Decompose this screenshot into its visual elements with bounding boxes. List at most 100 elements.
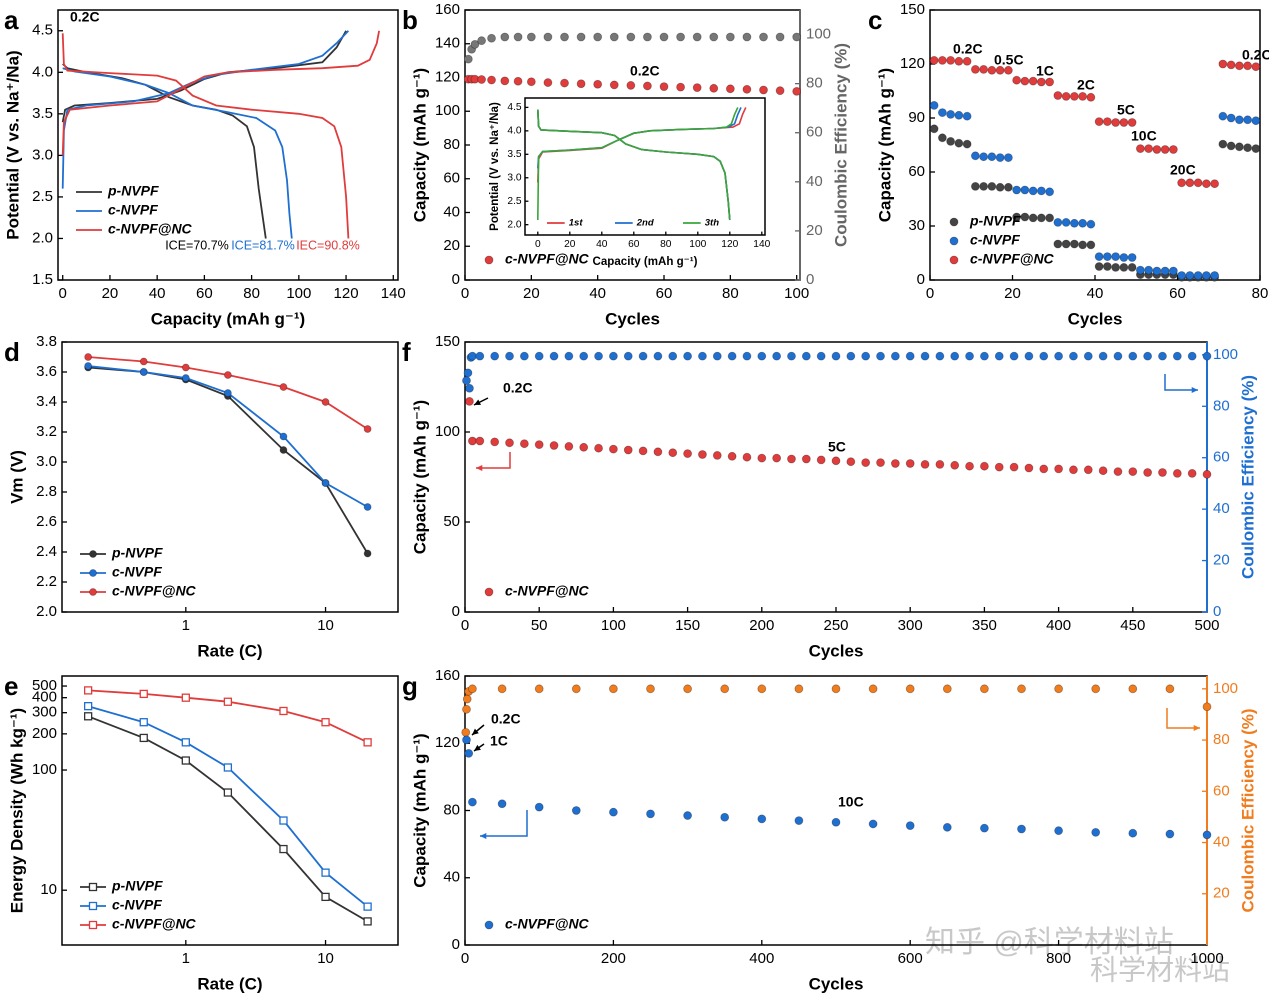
marker (1036, 213, 1046, 223)
marker (1158, 351, 1167, 361)
marker (816, 455, 826, 465)
marker (980, 351, 989, 361)
arrow-head (472, 728, 479, 735)
marker (1243, 115, 1253, 125)
marker (463, 368, 473, 378)
y-tick-label: 3.0 (32, 146, 53, 163)
arrow (476, 452, 511, 469)
y-tick-label: 3.2 (36, 423, 57, 440)
marker (549, 351, 559, 361)
marker (549, 441, 559, 450)
legend-label: c-NVPF@NC (970, 251, 1055, 267)
y2-tick-label: 40 (1213, 500, 1230, 517)
marker (1012, 75, 1022, 85)
marker (139, 689, 148, 699)
marker (1187, 468, 1197, 478)
marker (1017, 824, 1026, 834)
marker (1193, 178, 1203, 188)
marker (698, 351, 707, 361)
annotation: ICE=70.7% (165, 238, 229, 252)
x-tick-label: 140 (381, 285, 406, 302)
marker (223, 788, 233, 797)
marker (1069, 218, 1079, 228)
marker (816, 351, 826, 361)
marker (831, 817, 841, 827)
y2-tick-label: 20 (1213, 552, 1230, 569)
x-axis-label: Cycles (809, 974, 864, 993)
marker (876, 458, 885, 468)
y2-axis-label: Coulombic Efficiency (%) (831, 43, 850, 247)
x-tick-label: 20 (1004, 285, 1021, 302)
marker (1024, 351, 1034, 361)
marker (980, 461, 989, 471)
y-tick-label: 100 (435, 423, 460, 440)
marker (1144, 265, 1154, 275)
y2-tick-label: 60 (806, 124, 823, 141)
marker (279, 706, 288, 716)
marker (1113, 351, 1123, 361)
x-axis-label: Cycles (605, 309, 660, 328)
marker (1128, 828, 1138, 838)
panel-letter: f (402, 337, 411, 367)
marker (757, 814, 767, 824)
marker (1128, 467, 1138, 477)
x-tick-label: 100 (784, 285, 809, 302)
marker (1201, 271, 1211, 280)
marker (1053, 239, 1063, 249)
marker (463, 54, 473, 64)
legend-marker (89, 588, 97, 596)
marker (772, 453, 782, 463)
marker (950, 351, 960, 361)
x-tick-label: 500 (1194, 617, 1219, 634)
marker (1143, 468, 1153, 477)
marker (787, 454, 796, 464)
marker (937, 56, 947, 65)
marker (979, 65, 989, 74)
x-tick-label: 600 (898, 950, 923, 967)
marker (929, 124, 939, 134)
y-tick-label: 4.0 (507, 126, 521, 137)
marker (484, 255, 494, 265)
y2-tick-label: 60 (1213, 782, 1230, 799)
marker (1143, 351, 1153, 361)
marker (775, 32, 785, 42)
marker (638, 446, 648, 456)
marker (1091, 684, 1101, 694)
marker (962, 56, 972, 66)
y-tick-label: 1.5 (32, 271, 53, 288)
x-tick-label: 10 (317, 617, 334, 634)
x-tick-label: 20 (523, 285, 540, 302)
y-tick-label: 2.5 (507, 196, 521, 207)
marker (1028, 186, 1038, 196)
marker (321, 868, 330, 877)
marker (500, 76, 510, 86)
annotation: 1C (1036, 63, 1054, 79)
marker (1003, 65, 1013, 75)
marker (543, 32, 553, 42)
marker (139, 733, 148, 743)
x-tick-label: 100 (286, 285, 311, 302)
y-tick-label: 140 (435, 35, 460, 52)
marker (659, 32, 669, 42)
marker (905, 351, 915, 361)
y-tick-label: 400 (32, 689, 57, 706)
legend-label: 1st (569, 218, 584, 229)
marker (1102, 117, 1112, 126)
marker (868, 819, 878, 829)
marker (653, 351, 663, 361)
marker (519, 439, 529, 449)
marker (534, 351, 544, 361)
marker (759, 85, 768, 95)
legend-marker (89, 569, 97, 577)
marker (1111, 252, 1121, 262)
marker (1053, 217, 1063, 227)
marker (1177, 178, 1187, 188)
marker (593, 79, 603, 89)
marker (513, 76, 523, 86)
x-tick-label: 100 (689, 239, 706, 250)
y-axis-label: Capacity (mAh g⁻¹) (410, 400, 429, 554)
marker (477, 36, 486, 46)
marker (363, 425, 372, 433)
marker (497, 684, 507, 694)
legend-label: c-NVPF@NC (108, 221, 193, 237)
